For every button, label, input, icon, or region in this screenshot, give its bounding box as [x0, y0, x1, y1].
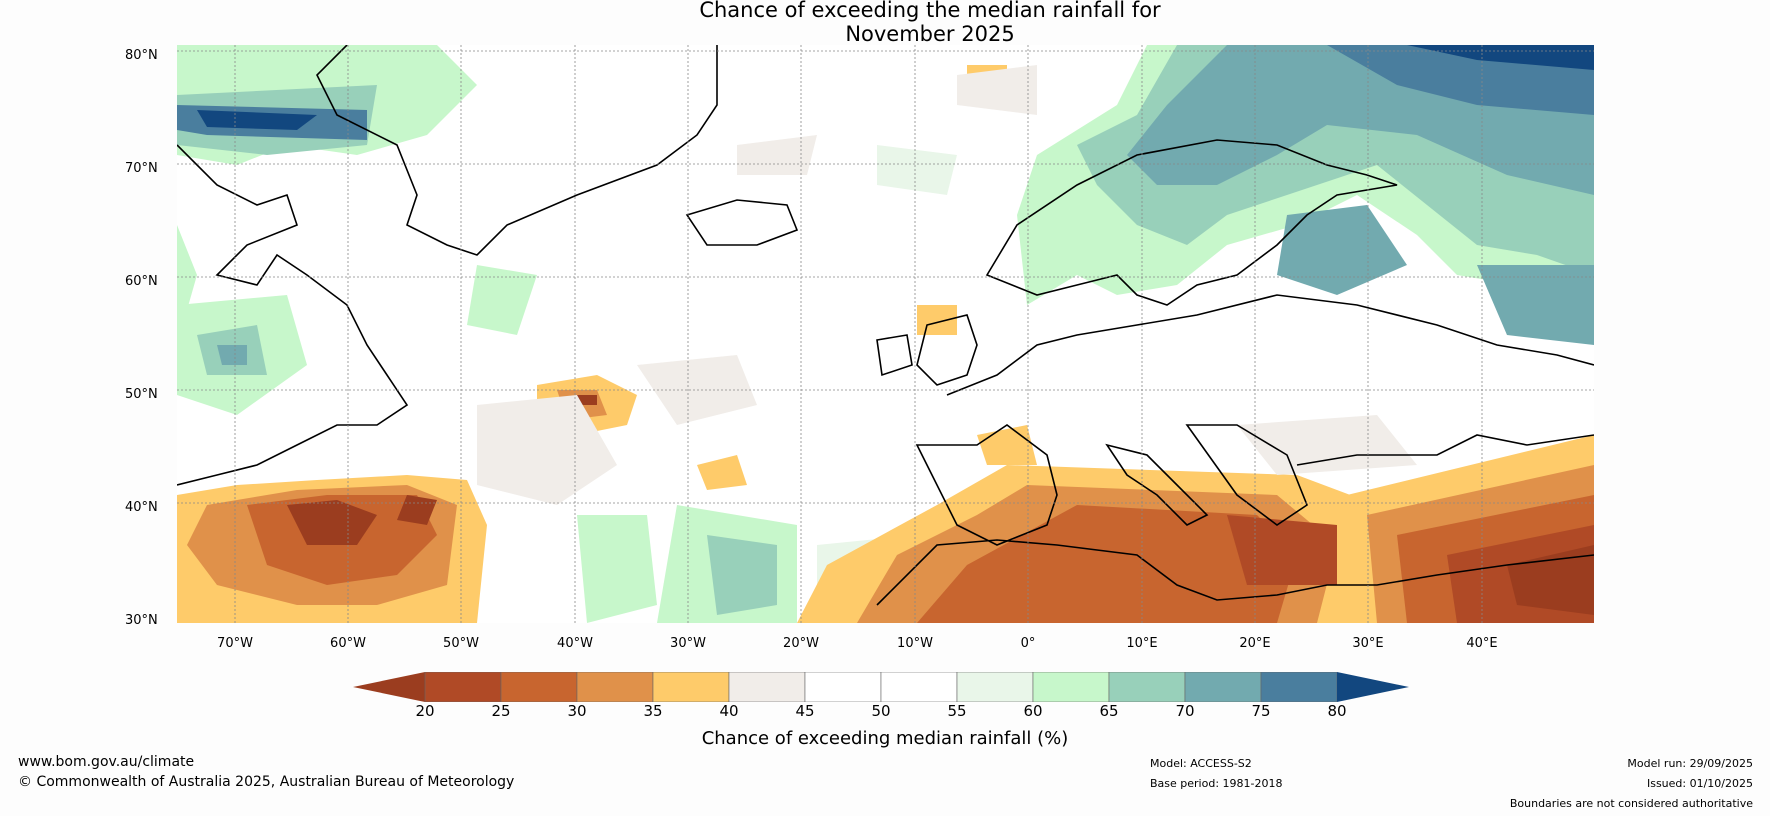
italy-coastline	[1105, 443, 1209, 526]
colorbar-tick-label: 50	[871, 702, 891, 720]
colorbar-segment	[424, 672, 502, 702]
lat-label-40n: 40°N	[125, 500, 158, 515]
gridlines	[177, 45, 1594, 623]
colorbar-segment	[880, 672, 958, 702]
colorbar-tick-label: 75	[1251, 702, 1271, 720]
colorbar-segment	[1260, 672, 1338, 702]
lon-label-60w: 60°W	[330, 636, 366, 651]
lon-label-50w: 50°W	[443, 636, 479, 651]
lon-label-70w: 70°W	[217, 636, 253, 651]
issued-text: Issued: 01/10/2025	[1646, 777, 1753, 790]
colorbar-tick-label: 60	[1023, 702, 1043, 720]
colorbar-segment	[804, 672, 882, 702]
neutral-regions	[477, 65, 1417, 505]
lon-label-40w: 40°W	[557, 636, 593, 651]
colorbar-extend-low	[353, 672, 425, 702]
scandinavia-coastline	[985, 139, 1398, 306]
britain-coastline	[916, 314, 978, 386]
lat-label-70n: 70°N	[125, 161, 158, 176]
colorbar	[353, 672, 1409, 702]
dry-regions	[177, 65, 1594, 623]
colorbar-tick-label: 65	[1099, 702, 1119, 720]
lon-label-30e: 30°E	[1352, 636, 1384, 651]
lon-label-0: 0°	[1020, 636, 1036, 651]
lon-label-30w: 30°W	[670, 636, 706, 651]
model-text: Model: ACCESS-S2	[1150, 757, 1252, 770]
greenland-coastline	[316, 45, 718, 256]
colorbar-tick-label: 70	[1175, 702, 1195, 720]
colorbar-tick-label: 55	[947, 702, 967, 720]
lat-label-30n: 30°N	[125, 613, 158, 628]
lon-label-40e: 40°E	[1466, 636, 1498, 651]
disclaimer-text: Boundaries are not considered authoritat…	[1509, 797, 1753, 810]
colorbar-tick-label: 80	[1327, 702, 1347, 720]
colorbar-segment	[1184, 672, 1262, 702]
website-link[interactable]: www.bom.gov.au/climate	[18, 754, 195, 770]
coastlines	[177, 45, 1594, 606]
lat-label-80n: 80°N	[125, 48, 158, 63]
ireland-coastline	[876, 334, 913, 377]
rainfall-map[interactable]	[177, 45, 1594, 623]
base-period-text: Base period: 1981-2018	[1150, 777, 1283, 790]
colorbar-segment	[956, 672, 1034, 702]
model-run-text: Model run: 29/09/2025	[1627, 757, 1753, 770]
colorbar-segment	[500, 672, 578, 702]
lon-label-20e: 20°E	[1239, 636, 1271, 651]
colorbar-tick-label: 30	[567, 702, 587, 720]
colorbar-segment	[652, 672, 730, 702]
iceland-coastline	[685, 199, 799, 246]
map-title-line1: Chance of exceeding the median rainfall …	[699, 0, 1161, 22]
colorbar-extend-high	[1337, 672, 1409, 702]
colorbar-segment	[576, 672, 654, 702]
colorbar-tick-label: 45	[795, 702, 815, 720]
iberia-coastline	[915, 424, 1058, 546]
colorbar-segment	[728, 672, 806, 702]
colorbar-segment	[1108, 672, 1186, 702]
colorbar-segment	[1032, 672, 1110, 702]
wet-regions	[177, 45, 1594, 623]
lon-label-20w: 20°W	[783, 636, 819, 651]
colorbar-title: Chance of exceeding median rainfall (%)	[701, 728, 1069, 749]
copyright-text: © Commonwealth of Australia 2025, Austra…	[18, 774, 515, 790]
lon-label-10w: 10°W	[897, 636, 933, 651]
colorbar-tick-label: 20	[415, 702, 435, 720]
map-title: Chance of exceeding the median rainfall …	[0, 0, 1770, 46]
lat-label-50n: 50°N	[125, 387, 158, 402]
map-title-line2: November 2025	[845, 22, 1015, 46]
lat-label-60n: 60°N	[125, 274, 158, 289]
colorbar-tick-label: 25	[491, 702, 511, 720]
colorbar-tick-label: 40	[719, 702, 739, 720]
lon-label-10e: 10°E	[1126, 636, 1158, 651]
colorbar-tick-label: 35	[643, 702, 663, 720]
